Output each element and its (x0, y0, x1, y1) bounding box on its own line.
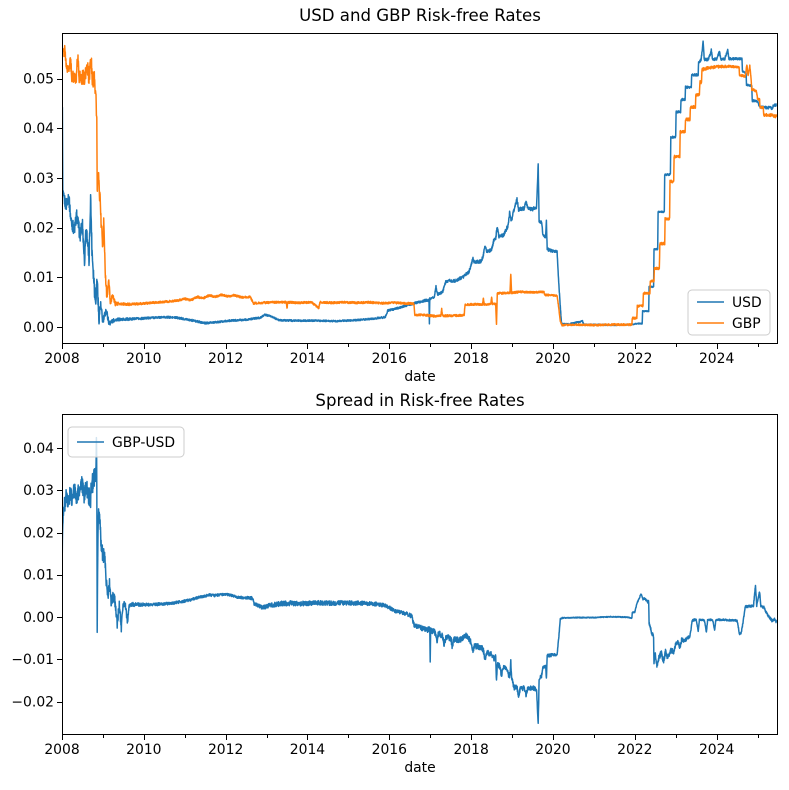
legend-label: USD (732, 295, 762, 311)
x-tick-label: 2018 (453, 742, 488, 758)
x-tick-label: 2024 (699, 351, 735, 367)
x-tick-label: 2014 (290, 742, 326, 758)
y-tick-label: 0.02 (23, 525, 54, 541)
y-tick-label: 0.02 (23, 221, 54, 237)
y-tick-label: 0.01 (23, 568, 54, 584)
chart1-xlabel: date (404, 369, 436, 385)
y-tick-label: 0.05 (23, 72, 54, 88)
series-line-usd (62, 40, 777, 327)
x-tick-label: 2018 (453, 351, 488, 367)
x-tick-label: 2010 (126, 742, 161, 758)
chart2-xlabel: date (404, 760, 436, 776)
x-tick-label: 2008 (44, 351, 79, 367)
y-tick-label: 0.00 (23, 320, 54, 336)
y-tick-label: −0.01 (11, 652, 54, 668)
x-tick-label: 2008 (44, 742, 79, 758)
x-tick-label: 2020 (535, 351, 570, 367)
x-tick-label: 2014 (290, 351, 326, 367)
legend-box (67, 426, 185, 458)
y-tick-label: −0.02 (11, 694, 54, 710)
x-tick-label: 2024 (699, 742, 735, 758)
series-line-gbp (62, 44, 778, 327)
x-tick-label: 2012 (208, 351, 243, 367)
x-tick-label: 2016 (372, 351, 407, 367)
x-tick-label: 2022 (617, 351, 652, 367)
y-tick-label: 0.03 (23, 483, 54, 499)
y-tick-label: 0.04 (23, 441, 54, 457)
x-tick-label: 2020 (535, 742, 570, 758)
x-tick-label: 2010 (126, 351, 161, 367)
y-tick-label: 0.04 (23, 121, 54, 137)
x-tick-label: 2022 (617, 742, 652, 758)
axes-spines (62, 414, 778, 735)
y-tick-label: 0.01 (23, 270, 54, 286)
series-line-gbp-usd (62, 436, 778, 725)
axes-spines (62, 33, 778, 344)
chart2-title: Spread in Risk-free Rates (315, 391, 525, 410)
legend-label: GBP-USD (112, 435, 175, 451)
x-tick-label: 2012 (208, 742, 243, 758)
chart1-title: USD and GBP Risk-free Rates (299, 6, 541, 25)
y-tick-label: 0.03 (23, 171, 54, 187)
x-tick-label: 2016 (372, 742, 407, 758)
legend-label: GBP (732, 316, 761, 332)
y-tick-label: 0.00 (23, 610, 54, 626)
